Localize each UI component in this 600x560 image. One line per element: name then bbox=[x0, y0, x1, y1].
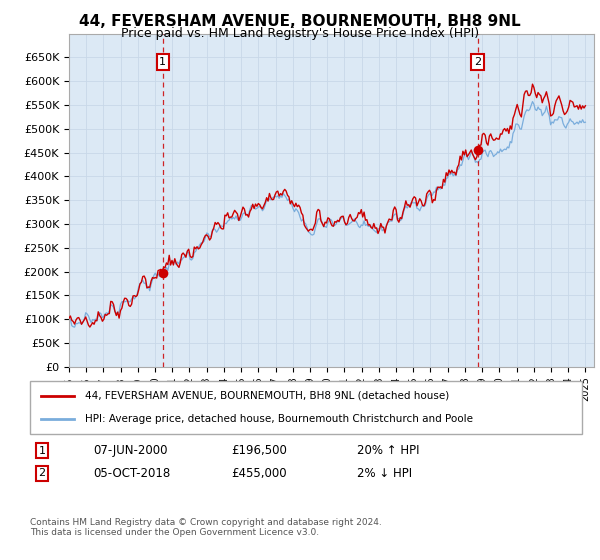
FancyBboxPatch shape bbox=[30, 381, 582, 434]
Text: £455,000: £455,000 bbox=[231, 466, 287, 480]
Text: 1: 1 bbox=[38, 446, 46, 456]
Text: 2: 2 bbox=[38, 468, 46, 478]
Text: 07-JUN-2000: 07-JUN-2000 bbox=[93, 444, 167, 458]
Text: Price paid vs. HM Land Registry's House Price Index (HPI): Price paid vs. HM Land Registry's House … bbox=[121, 27, 479, 40]
Text: 44, FEVERSHAM AVENUE, BOURNEMOUTH, BH8 9NL (detached house): 44, FEVERSHAM AVENUE, BOURNEMOUTH, BH8 9… bbox=[85, 391, 449, 401]
Text: £196,500: £196,500 bbox=[231, 444, 287, 458]
Text: HPI: Average price, detached house, Bournemouth Christchurch and Poole: HPI: Average price, detached house, Bour… bbox=[85, 414, 473, 424]
Text: 44, FEVERSHAM AVENUE, BOURNEMOUTH, BH8 9NL: 44, FEVERSHAM AVENUE, BOURNEMOUTH, BH8 9… bbox=[79, 14, 521, 29]
Text: 2% ↓ HPI: 2% ↓ HPI bbox=[357, 466, 412, 480]
Text: Contains HM Land Registry data © Crown copyright and database right 2024.
This d: Contains HM Land Registry data © Crown c… bbox=[30, 518, 382, 538]
Text: 05-OCT-2018: 05-OCT-2018 bbox=[93, 466, 170, 480]
Text: 20% ↑ HPI: 20% ↑ HPI bbox=[357, 444, 419, 458]
Text: 2: 2 bbox=[474, 57, 481, 67]
Text: 1: 1 bbox=[160, 57, 166, 67]
